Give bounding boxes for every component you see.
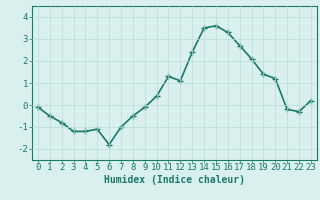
X-axis label: Humidex (Indice chaleur): Humidex (Indice chaleur)	[104, 175, 245, 185]
